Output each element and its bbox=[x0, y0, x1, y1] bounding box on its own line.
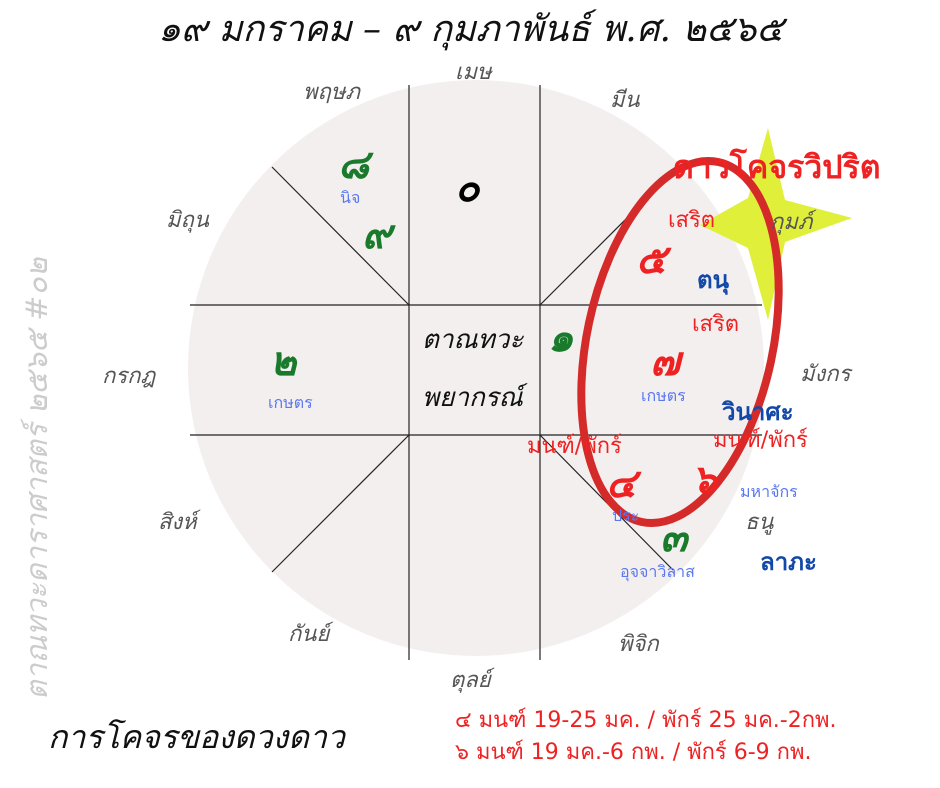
planet-4: ๔ bbox=[606, 460, 637, 507]
sign-meen: มีน bbox=[610, 88, 640, 113]
center-line2: พยากรณ์ bbox=[422, 383, 523, 413]
sign-mithun: มิถุน bbox=[166, 208, 209, 233]
footer-caption: การโคจรของดวงดาว bbox=[48, 718, 345, 756]
sign-thanu: ธนู bbox=[745, 510, 774, 535]
planet-0: ๐ bbox=[455, 164, 480, 211]
sign-pruksapa: พฤษภ bbox=[303, 80, 360, 105]
label-winasa: วินาศะ bbox=[722, 398, 794, 426]
planet-3: ๓ bbox=[660, 514, 688, 561]
highlight-title: ดาวโคจรวิปริต bbox=[673, 148, 881, 186]
label-tanu: ตนุ bbox=[697, 266, 729, 294]
planet-8: ๘ bbox=[338, 141, 369, 188]
label-kaset-right: เกษตร bbox=[641, 386, 686, 405]
sign-mesha: เมษ bbox=[455, 60, 492, 85]
footer-note-2: ๖ มนฑ์ 19 มค.-6 กพ. / พักร์ 6-9 กพ. bbox=[455, 740, 812, 765]
label-pra: ประ bbox=[612, 506, 640, 525]
highlight-ring bbox=[577, 156, 783, 528]
sign-pichik: พิจิก bbox=[618, 632, 659, 657]
label-serit-1: เสริต bbox=[668, 208, 716, 233]
label-mon-puk-1: มนฑ์/พักร์ bbox=[527, 434, 622, 459]
sign-kumpha: กุมภ์ bbox=[770, 210, 813, 235]
sign-korakot: กรกฎ bbox=[102, 364, 156, 389]
grid-lines bbox=[190, 85, 762, 660]
star-highlight bbox=[700, 128, 852, 320]
label-serit-2: เสริต bbox=[692, 312, 740, 337]
planet-5: ๕ bbox=[636, 236, 667, 283]
label-mon-puk-2: มนฑ์/พักร์ bbox=[713, 428, 808, 453]
page-title: ๑๙ มกราคม – ๙ กุมภาพันธ์ พ.ศ. ๒๕๖๕ bbox=[158, 9, 784, 50]
label-mahajak: มหาจักร bbox=[740, 482, 798, 501]
label-uchawilas: อุจจาวิลาส bbox=[620, 562, 695, 581]
label-lapha: ลาภะ bbox=[760, 548, 817, 576]
sign-sing: สิงห์ bbox=[158, 510, 197, 535]
planet-9: ๙ bbox=[362, 211, 392, 258]
label-nij: นิจ bbox=[340, 188, 361, 207]
footer-note-1: ๔ มนฑ์ 19-25 มค. / พักร์ 25 มค.-2กพ. bbox=[455, 708, 837, 733]
label-kaset-left: เกษตร bbox=[268, 393, 313, 412]
watermark: ตาณทวะดาราศาสตร์ ๒๕๖๕ #๐๒ bbox=[20, 257, 55, 701]
sign-tun: ตุลย์ bbox=[450, 668, 491, 693]
planet-6: ๖ bbox=[692, 456, 718, 503]
sign-mangkon: มังกร bbox=[800, 362, 851, 387]
sign-kanya: กันย์ bbox=[288, 622, 330, 647]
planet-7: ๗ bbox=[650, 338, 681, 385]
center-line1: ตาณทวะ bbox=[422, 325, 524, 355]
planet-2: ๒ bbox=[270, 338, 297, 385]
planet-1: ๑ bbox=[548, 314, 574, 361]
